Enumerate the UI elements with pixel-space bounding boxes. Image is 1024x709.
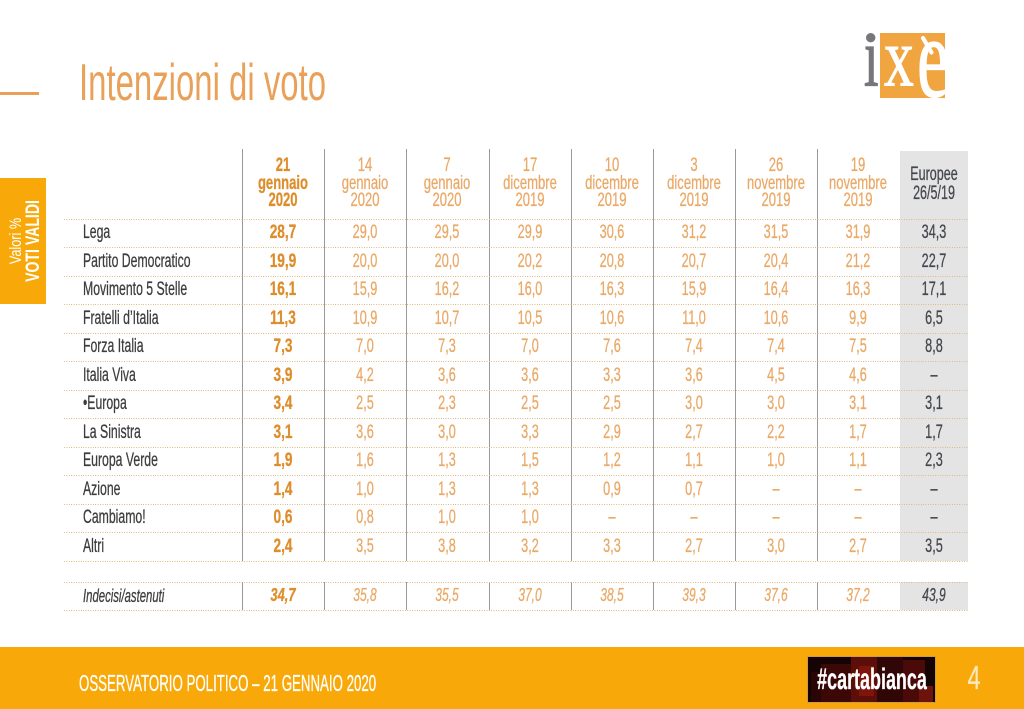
svg-text:x: x bbox=[884, 10, 914, 103]
svg-text:e: e bbox=[917, 0, 949, 122]
svg-text:ı: ı bbox=[864, 12, 878, 105]
